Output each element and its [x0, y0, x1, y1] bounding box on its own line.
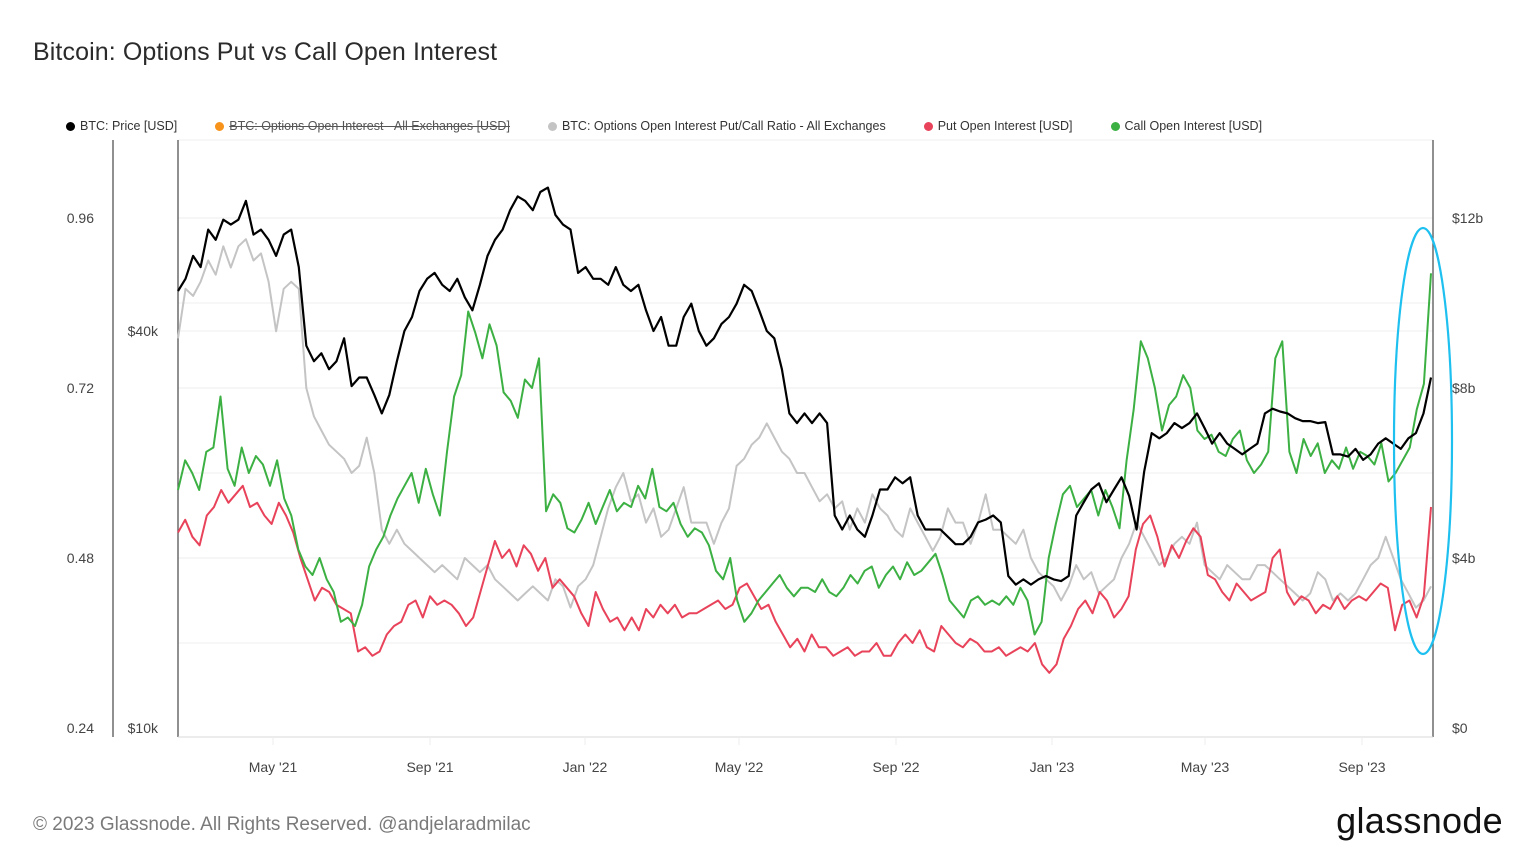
x-tick-label: May '21 [249, 759, 298, 775]
legend-label: BTC: Options Open Interest - All Exchang… [229, 119, 510, 133]
legend-label: Put Open Interest [USD] [937, 119, 1073, 133]
x-tick-label: Sep '22 [872, 759, 919, 775]
series-line-btc-options-open-interest-put-call-ratio-all-exchanges [177, 238, 1432, 609]
y-tick-label-oi: $0 [1452, 720, 1468, 736]
chart-legend: BTC: Price [USD] BTC: Options Open Inter… [66, 119, 1300, 133]
legend-item-call-open-interest[interactable]: Call Open Interest [USD] [1110, 119, 1263, 133]
x-tick-label: Jan '22 [563, 759, 608, 775]
x-tick-label: Sep '23 [1338, 759, 1385, 775]
y-tick-label-oi: $4b [1452, 550, 1476, 566]
y-tick-label-price: $10k [128, 720, 159, 736]
x-tick-label: Sep '21 [406, 759, 453, 775]
chart-title: Bitcoin: Options Put vs Call Open Intere… [33, 38, 498, 66]
axis-labels: 0.24 0.48 0.72 0.96 $10k $40k $0 $4b $8b $12b May … [67, 210, 1484, 775]
series-line-btc-price-usd [177, 186, 1433, 586]
legend-dot-icon [923, 121, 933, 131]
author-handle: @andjelaradmilac [378, 814, 531, 835]
axes [112, 140, 1434, 745]
series-lines [177, 186, 1433, 674]
x-tick-label: Jan '23 [1030, 759, 1075, 775]
y-tick-label-ratio: 0.48 [67, 550, 94, 566]
highlight-ellipse [1392, 226, 1454, 656]
footer: © 2023 Glassnode. All Rights Reserved. @a… [33, 814, 531, 836]
y-tick-label-oi: $8b [1452, 380, 1476, 396]
y-tick-label-price: $40k [128, 323, 159, 339]
legend-label: BTC: Price [USD] [80, 119, 178, 133]
legend-dot-icon [547, 121, 557, 131]
legend-label: Call Open Interest [USD] [1124, 119, 1263, 133]
series-line-call-open-interest-usd [177, 273, 1432, 636]
annotation [1392, 226, 1454, 656]
legend-dot-icon [215, 121, 225, 131]
legend-item-btc-price[interactable]: BTC: Price [USD] [66, 119, 177, 133]
y-tick-label-ratio: 0.24 [67, 720, 94, 736]
copyright-text: © 2023 Glassnode. All Rights Reserved. [33, 814, 373, 835]
y-tick-label-oi: $12b [1452, 210, 1483, 226]
y-tick-label-ratio: 0.72 [67, 380, 94, 396]
legend-dot-icon [66, 121, 75, 131]
gridlines [178, 139, 1433, 644]
legend-item-put-call-ratio[interactable]: BTC: Options Open Interest Put/Call Rati… [547, 119, 886, 133]
y-tick-label-ratio: 0.96 [67, 210, 94, 226]
series-line-put-open-interest-usd [177, 484, 1432, 674]
legend-item-options-open-interest[interactable]: BTC: Options Open Interest - All Exchang… [215, 119, 510, 133]
legend-dot-icon [1110, 121, 1120, 131]
x-tick-label: May '22 [715, 759, 764, 775]
glassnode-logo: glassnode [1336, 800, 1503, 841]
legend-label: BTC: Options Open Interest Put/Call Rati… [561, 119, 886, 133]
x-tick-label: May '23 [1181, 759, 1230, 775]
legend-item-put-open-interest[interactable]: Put Open Interest [USD] [923, 119, 1073, 133]
